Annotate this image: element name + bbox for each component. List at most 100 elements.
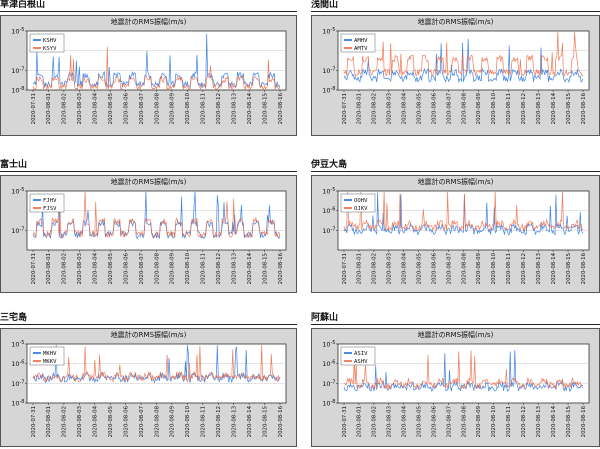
x-tick-label: 2020-08-13	[231, 253, 237, 284]
legend-label: OOHV	[354, 198, 368, 204]
x-tick-label: 2020-08-05	[416, 406, 422, 437]
x-tick-label: 2020-08-06	[123, 405, 129, 437]
legend-label: AMHV	[354, 38, 368, 44]
x-tick-label: 2020-08-06	[431, 92, 437, 124]
y-tick-label: 10-5	[11, 187, 24, 196]
x-tick-label: 2020-08-03	[387, 253, 393, 284]
y-tick-label: 10-6	[322, 360, 335, 369]
x-tick-label: 2020-08-06	[123, 92, 129, 124]
y-tick-label: 10-7	[322, 66, 335, 75]
x-tick-label: 2020-08-02	[62, 253, 68, 284]
x-tick-label: 2020-08-01	[46, 93, 52, 124]
x-tick-label: 2020-07-31	[342, 406, 348, 437]
x-tick-label: 2020-08-03	[387, 93, 393, 124]
x-tick-label: 2020-08-01	[357, 253, 363, 284]
x-tick-label: 2020-08-08	[461, 252, 467, 284]
x-tick-label: 2020-08-03	[387, 406, 393, 437]
x-tick-label: 2020-08-09	[476, 252, 482, 284]
rms-chart: 地震計のRMS振幅(m/s) 10-5 10-7 10-8 2020-07-31 2020…	[0, 15, 297, 136]
y-tick-label: 10-5	[11, 27, 24, 36]
x-tick-label: 2020-08-04	[93, 405, 99, 437]
chart-svg: 地震計のRMS振幅(m/s) 10-5 10-6 10-7 2020-07-31 2020…	[311, 175, 600, 293]
x-tick-label: 2020-08-11	[506, 406, 512, 437]
chart-svg: 地震計のRMS振幅(m/s) 10-5 10-7 2020-07-31 2020-08-…	[0, 175, 297, 293]
title-underline	[0, 11, 297, 12]
x-tick-label: 2020-08-16	[581, 92, 587, 124]
x-tick-label: 2020-08-01	[357, 406, 363, 437]
x-tick-label: 2020-08-12	[521, 406, 527, 437]
title-underline	[0, 324, 297, 325]
x-tick-label: 2020-08-09	[170, 252, 176, 284]
y-tick-label: 10-8	[11, 86, 24, 95]
series-line-mkhv	[32, 344, 281, 384]
station-title: 草津白根山	[0, 0, 46, 10]
panel-kusatsu-shirane: 草津白根山 地震計のRMS振幅(m/s) 10-5 10-7 10-8 2020-07-…	[0, 0, 297, 138]
x-tick-label: 2020-08-14	[247, 405, 253, 437]
x-tick-label: 2020-08-03	[77, 93, 83, 124]
x-tick-label: 2020-08-10	[185, 92, 191, 124]
x-tick-label: 2020-08-01	[357, 93, 363, 124]
rms-chart: 地震計のRMS振幅(m/s) 10-5 10-7 10-8 2020-07-31 2020…	[311, 15, 600, 136]
rms-chart: 地震計のRMS振幅(m/s) 10-5 10-6 10-7 10-8 2020-07-31…	[0, 328, 297, 447]
panel-izu-oshima: 伊豆大島 地震計のRMS振幅(m/s) 10-5 10-6 10-7 2020-07-3…	[311, 160, 600, 295]
x-tick-label: 2020-08-01	[46, 253, 52, 284]
x-tick-label: 2020-08-04	[93, 92, 99, 124]
y-tick-label: 10-7	[11, 379, 24, 388]
x-tick-label: 2020-08-10	[185, 252, 191, 284]
x-tick-label: 2020-08-02	[62, 93, 68, 124]
x-tick-label: 2020-08-07	[139, 93, 145, 124]
x-tick-label: 2020-08-11	[201, 93, 207, 124]
x-tick-label: 2020-07-31	[31, 406, 37, 437]
y-tick-label: 10-5	[322, 27, 335, 36]
series-line-amhv	[343, 38, 584, 84]
x-tick-label: 2020-08-08	[461, 405, 467, 437]
title-underline	[311, 171, 600, 172]
y-tick-label: 10-6	[11, 360, 24, 369]
x-tick-label: 2020-08-15	[566, 406, 572, 437]
x-tick-label: 2020-08-04	[402, 252, 408, 284]
title-underline	[311, 11, 600, 12]
legend-label: KSHV	[43, 38, 57, 44]
series-line-mkkv	[32, 344, 281, 383]
y-tick-label: 10-5	[11, 340, 24, 349]
station-title: 三宅島	[0, 313, 28, 323]
x-tick-label: 2020-08-07	[139, 253, 145, 284]
x-tick-label: 2020-08-08	[154, 92, 160, 124]
x-tick-label: 2020-08-09	[170, 92, 176, 124]
x-tick-label: 2020-08-14	[551, 92, 557, 124]
x-tick-label: 2020-07-31	[342, 253, 348, 284]
x-tick-label: 2020-08-06	[123, 252, 129, 284]
x-tick-label: 2020-08-14	[551, 252, 557, 284]
x-tick-label: 2020-08-04	[402, 92, 408, 124]
y-tick-label: 10-7	[11, 226, 24, 235]
x-tick-label: 2020-08-13	[536, 93, 542, 124]
x-tick-label: 2020-08-11	[506, 93, 512, 124]
x-tick-label: 2020-08-05	[108, 406, 114, 437]
x-tick-label: 2020-08-09	[476, 405, 482, 437]
x-tick-label: 2020-08-12	[216, 253, 222, 284]
x-tick-label: 2020-08-11	[201, 253, 207, 284]
x-tick-label: 2020-08-13	[231, 93, 237, 124]
legend-label: KSYV	[43, 46, 57, 52]
x-tick-label: 2020-08-02	[62, 406, 68, 437]
y-tick-label: 10-8	[11, 399, 24, 408]
x-tick-label: 2020-08-14	[247, 92, 253, 124]
x-tick-label: 2020-08-04	[402, 405, 408, 437]
series-line-fjsv	[32, 191, 281, 239]
y-tick-label: 10-7	[11, 66, 24, 75]
chart-svg: 地震計のRMS振幅(m/s) 10-5 10-6 10-7 10-8 2020-07-31…	[0, 328, 297, 447]
y-tick-label: 10-8	[322, 86, 335, 95]
x-tick-label: 2020-08-06	[431, 252, 437, 284]
x-tick-label: 2020-08-15	[262, 253, 268, 284]
x-tick-label: 2020-08-12	[216, 406, 222, 437]
x-tick-label: 2020-08-08	[154, 405, 160, 437]
series-line-ksyv	[32, 46, 281, 91]
x-tick-label: 2020-08-08	[154, 252, 160, 284]
x-tick-label: 2020-08-13	[231, 406, 237, 437]
x-tick-label: 2020-08-12	[521, 93, 527, 124]
x-tick-label: 2020-08-04	[93, 252, 99, 284]
panel-asama: 浅間山 地震計のRMS振幅(m/s) 10-5 10-7 10-8 2020-07-31…	[311, 0, 600, 138]
y-tick-label: 10-5	[322, 187, 335, 196]
x-tick-label: 2020-08-05	[108, 93, 114, 124]
x-tick-label: 2020-08-06	[431, 405, 437, 437]
